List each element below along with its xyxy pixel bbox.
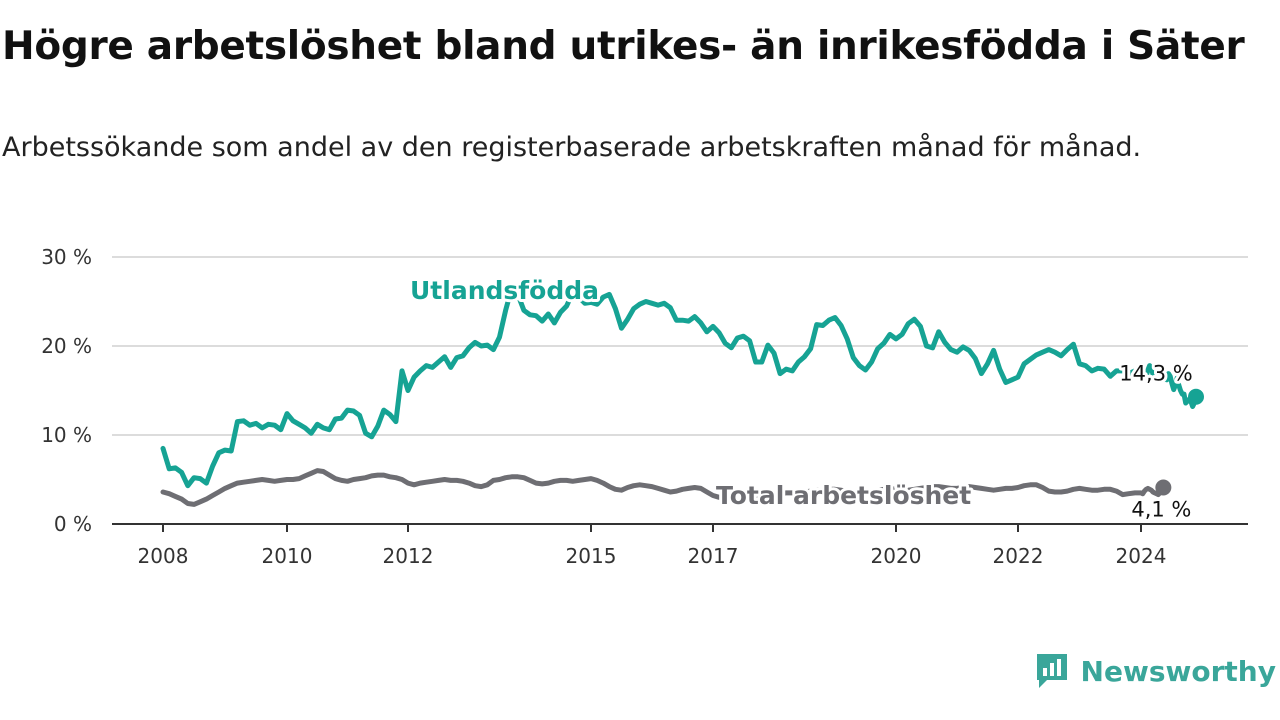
page-subtitle: Arbetssökande som andel av den registerb… — [2, 132, 1142, 163]
end-value-label-total: 4,1 % — [1131, 498, 1191, 522]
newsworthy-logo-icon — [1036, 654, 1067, 688]
x-axis: 2008 2010 2012 2015 2017 2020 2022 2024 — [112, 523, 1248, 568]
end-value-label-utlandsfodda-halo: 14,3 % — [1119, 362, 1192, 386]
y-tick-label: 20 % — [41, 334, 92, 358]
x-tick-label: 2022 — [993, 544, 1044, 568]
x-tick-label: 2010 — [262, 544, 313, 568]
brand-name: Newsworthy — [1080, 654, 1276, 688]
series-end-point-total-arbetsl-shet — [1155, 479, 1172, 496]
x-tick-label: 2015 — [566, 544, 617, 568]
x-tick-label: 2008 — [138, 544, 189, 568]
series-end-point-utlandsf-dda — [1188, 388, 1204, 405]
series-label-total-halo: Total arbetslöshet — [716, 481, 971, 510]
end-value-label-utlandsfodda: 14,3 % — [1119, 362, 1192, 386]
y-tick-label: 0 % — [54, 512, 92, 536]
x-tick-label: 2017 — [688, 544, 739, 568]
line-chart: 0 % 10 % 20 % 30 % 2008 2010 2012 2015 2017 2020… — [41, 245, 1248, 568]
x-tick-label: 2024 — [1116, 544, 1167, 568]
series-lines — [160, 285, 1204, 507]
series-label-utlandsfodda: Utlandsfödda — [410, 276, 599, 305]
end-value-label-total-halo: 4,1 % — [1131, 498, 1191, 522]
x-tick-label: 2012 — [383, 544, 434, 568]
y-tick-label: 30 % — [41, 245, 92, 269]
series-label-utlandsfodda-halo: Utlandsfödda — [410, 276, 599, 305]
series-line-utlandsf-dda — [160, 285, 1199, 489]
x-tick-label: 2020 — [871, 544, 922, 568]
series-line-total-arbetsl-shet — [160, 468, 1166, 507]
brand-logo: Newsworthy — [1035, 652, 1276, 690]
y-tick-label: 10 % — [41, 423, 92, 447]
gridlines — [112, 256, 1248, 436]
series-label-total: Total arbetslöshet — [716, 481, 971, 510]
page-title: Högre arbetslöshet bland utrikes- än inr… — [2, 24, 1245, 69]
y-axis: 0 % 10 % 20 % 30 % — [41, 245, 92, 536]
